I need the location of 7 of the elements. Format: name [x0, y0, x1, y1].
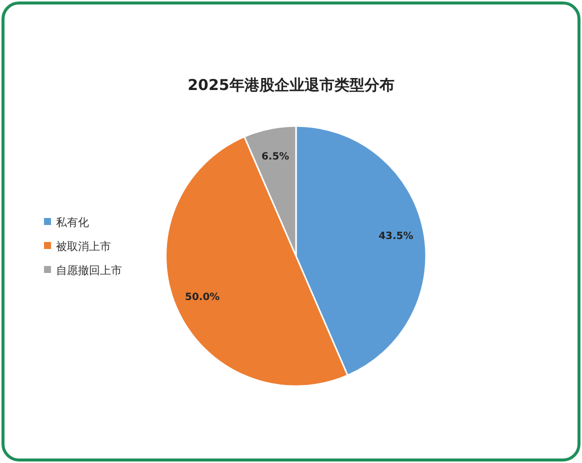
chart-title: 2025年港股企业退市类型分布 [188, 76, 394, 94]
data-label: 50.0% [184, 292, 220, 304]
legend-label: 被取消上市 [56, 240, 111, 253]
legend-label: 自愿撤回上市 [56, 264, 122, 277]
legend-label: 私有化 [56, 216, 89, 229]
data-label: 6.5% [261, 152, 290, 163]
data-label: 43.5% [378, 230, 414, 242]
